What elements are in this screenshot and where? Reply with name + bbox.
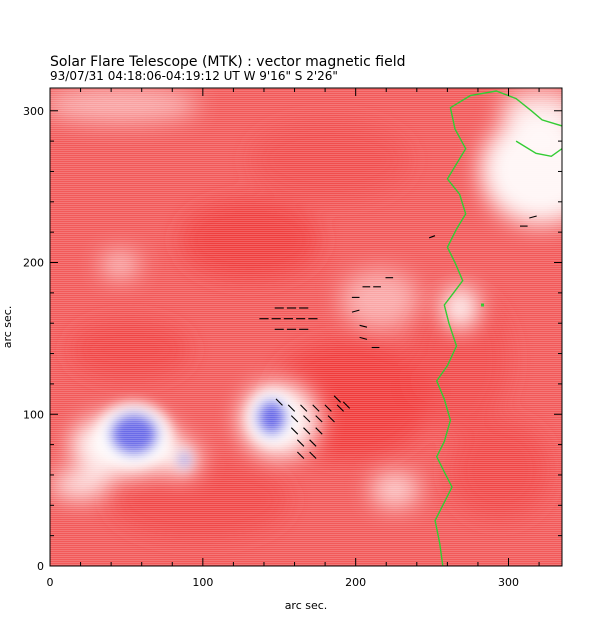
field-vector-28 bbox=[290, 415, 299, 423]
neutral-line-contour bbox=[434, 90, 562, 566]
contour-marker-0 bbox=[481, 303, 485, 307]
x-tick-label-2: 200 bbox=[345, 576, 366, 589]
x-tick-label-3: 300 bbox=[498, 576, 519, 589]
field-vector-16 bbox=[359, 324, 368, 328]
x-tick-label-1: 100 bbox=[192, 576, 213, 589]
field-image bbox=[50, 88, 562, 566]
field-vector-15 bbox=[351, 309, 360, 313]
field-vector-40 bbox=[342, 401, 351, 409]
field-vector-27 bbox=[336, 404, 344, 412]
field-vector-23 bbox=[287, 404, 296, 412]
field-vector-30 bbox=[315, 415, 323, 423]
y-axis-ticks: 0 100 200 300 bbox=[23, 105, 562, 573]
x-axis-label: arc sec. bbox=[285, 599, 328, 612]
field-vector-31 bbox=[327, 415, 335, 423]
field-vector-33 bbox=[303, 427, 311, 435]
field-vector-36 bbox=[309, 439, 317, 447]
x-tick-label-0: 0 bbox=[47, 576, 54, 589]
transverse-field-vectors bbox=[259, 215, 537, 459]
y-axis-label: arc sec. bbox=[1, 306, 14, 349]
field-vector-22 bbox=[275, 398, 283, 406]
field-vector-35 bbox=[297, 439, 305, 447]
y-tick-label-3: 300 bbox=[23, 105, 44, 118]
field-vector-38 bbox=[309, 451, 317, 459]
chart-subtitle: 93/07/31 04:18:06-04:19:12 UT W 9'16" S … bbox=[50, 69, 338, 83]
y-tick-label-0: 0 bbox=[37, 560, 44, 573]
scanline-texture bbox=[50, 88, 562, 566]
field-vector-34 bbox=[315, 427, 323, 435]
field-vector-29 bbox=[303, 415, 311, 423]
y-tick-label-2: 200 bbox=[23, 257, 44, 270]
contour-markers bbox=[481, 303, 485, 307]
x-axis-ticks: 0 100 200 300 bbox=[47, 88, 540, 589]
y-tick-label-1: 100 bbox=[23, 408, 44, 421]
field-vector-39 bbox=[333, 395, 341, 403]
plot-frame bbox=[49, 87, 563, 567]
field-vector-26 bbox=[324, 404, 332, 412]
field-vector-19 bbox=[429, 235, 436, 239]
field-vector-37 bbox=[297, 451, 305, 459]
field-vector-32 bbox=[290, 427, 299, 435]
neutral-line-contour-secondary bbox=[515, 140, 562, 158]
chart-title: Solar Flare Telescope (MTK) : vector mag… bbox=[50, 54, 406, 70]
field-vector-21 bbox=[529, 215, 537, 219]
field-vector-25 bbox=[312, 404, 320, 412]
field-vector-24 bbox=[300, 404, 308, 412]
field-vector-17 bbox=[359, 336, 368, 340]
